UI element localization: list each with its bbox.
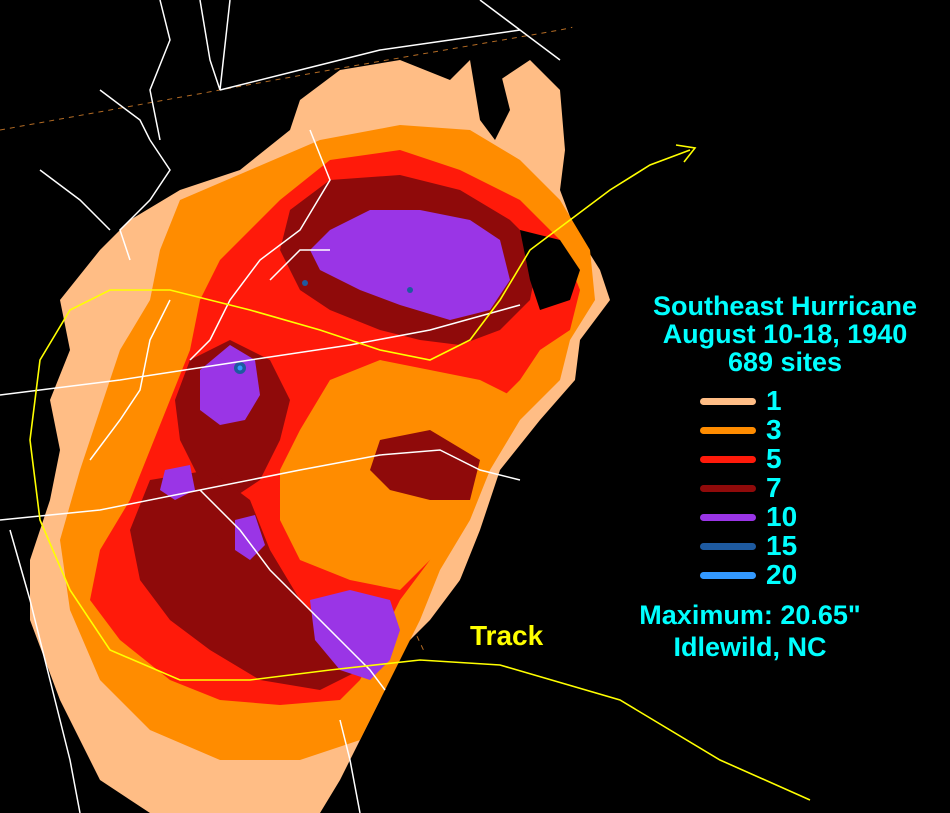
legend-swatch (700, 542, 756, 550)
legend-label: 20 (766, 559, 798, 590)
legend-label: 5 (766, 443, 782, 474)
maximum-location: Idlewild, NC (673, 632, 827, 662)
legend-label: 7 (766, 472, 782, 503)
water-bodies (360, 0, 950, 813)
legend-label: 3 (766, 414, 782, 445)
legend-swatch (700, 571, 756, 579)
legend-item: 1 (700, 385, 782, 416)
maximum-value: Maximum: 20.65" (639, 600, 861, 630)
legend-item: 10 (700, 501, 798, 532)
map-title-line3: 689 sites (727, 347, 843, 377)
map-title-line2: August 10-18, 1940 (662, 319, 908, 349)
legend-swatch (700, 513, 756, 521)
track-label: Track (470, 620, 544, 651)
contour-10 (310, 210, 510, 320)
legend-item: 5 (700, 443, 782, 474)
legend-swatch (700, 484, 756, 492)
storm-track (29, 144, 811, 801)
contour-20 (237, 365, 243, 371)
state-boundaries (0, 0, 561, 813)
legend-swatch (700, 455, 756, 463)
legend-label: 1 (766, 385, 782, 416)
track-arrowhead (675, 144, 697, 163)
legend-swatch (700, 397, 756, 405)
legend-item: 7 (700, 472, 782, 503)
legend-label: 10 (766, 501, 798, 532)
legend-label: 15 (766, 530, 798, 561)
map-title-line1: Southeast Hurricane (652, 291, 918, 321)
legend-item: 20 (700, 559, 798, 590)
rainfall-contours (30, 60, 610, 813)
legend-swatch (700, 426, 756, 434)
legend-item: 15 (700, 530, 798, 561)
legend-item: 3 (700, 414, 782, 445)
